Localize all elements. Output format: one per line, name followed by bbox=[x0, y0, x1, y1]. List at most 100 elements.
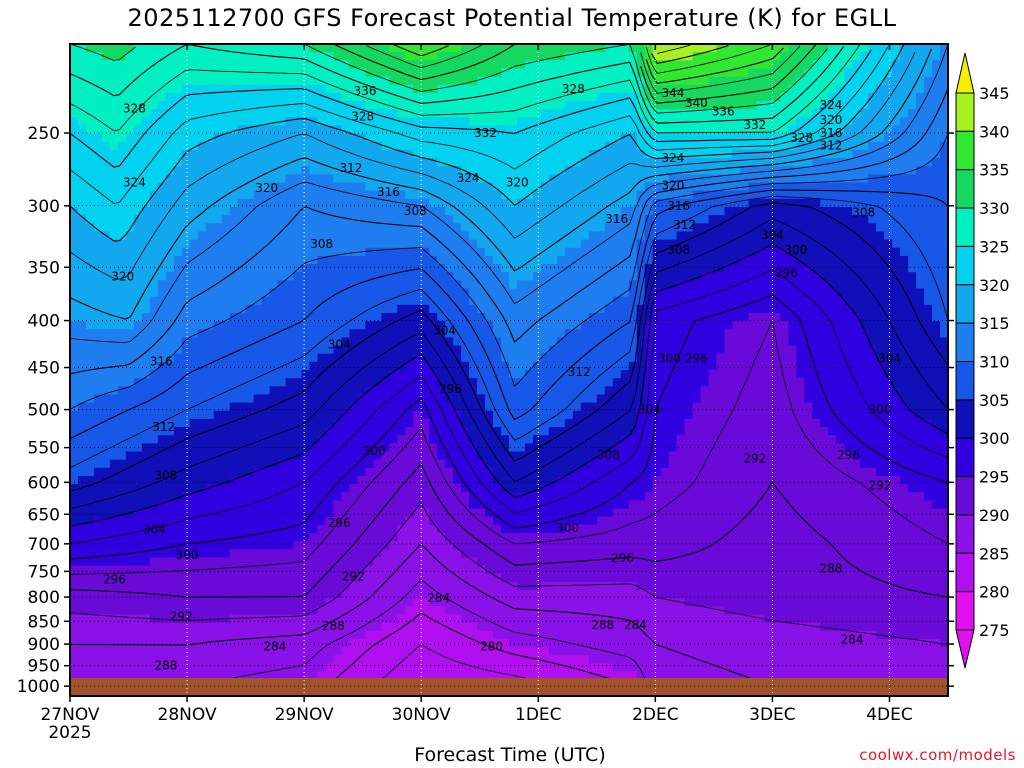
heatmap-cell bbox=[700, 296, 710, 306]
heatmap-cell bbox=[285, 386, 295, 396]
heatmap-cell bbox=[684, 166, 694, 175]
heatmap-cell bbox=[253, 215, 263, 224]
heatmap-cell bbox=[117, 174, 127, 184]
heatmap-cell bbox=[740, 272, 750, 281]
heatmap-cell bbox=[365, 321, 374, 330]
heatmap-cell bbox=[796, 158, 805, 167]
heatmap-cell bbox=[804, 182, 813, 192]
heatmap-cell bbox=[740, 247, 750, 257]
heatmap-cell bbox=[756, 117, 766, 127]
heatmap-cell bbox=[493, 207, 502, 216]
heatmap-cell bbox=[540, 361, 550, 371]
heatmap-cell bbox=[724, 207, 734, 216]
heatmap-cell bbox=[620, 133, 630, 143]
heatmap-cell bbox=[509, 109, 518, 118]
heatmap-cell bbox=[269, 345, 279, 355]
heatmap-cell bbox=[604, 378, 614, 387]
heatmap-cell bbox=[429, 215, 438, 224]
heatmap-cell bbox=[365, 378, 374, 387]
heatmap-cell bbox=[333, 117, 342, 127]
heatmap-cell bbox=[253, 166, 263, 175]
heatmap-cell bbox=[676, 174, 686, 184]
heatmap-cell bbox=[333, 182, 342, 192]
heatmap-cell bbox=[620, 280, 630, 290]
heatmap-cell bbox=[580, 272, 590, 281]
heatmap-cell bbox=[173, 109, 183, 118]
heatmap-cell bbox=[77, 158, 87, 167]
heatmap-cell bbox=[149, 272, 159, 281]
heatmap-cell bbox=[764, 321, 773, 330]
heatmap-cell bbox=[245, 68, 255, 78]
heatmap-cell bbox=[341, 223, 350, 233]
heatmap-cell bbox=[668, 84, 678, 94]
heatmap-cell bbox=[109, 304, 119, 314]
heatmap-cell bbox=[796, 288, 805, 298]
heatmap-cell bbox=[453, 321, 462, 330]
heatmap-cell bbox=[540, 52, 550, 61]
heatmap-cell bbox=[309, 60, 319, 70]
heatmap-cell bbox=[636, 92, 646, 102]
heatmap-cell bbox=[413, 190, 422, 200]
heatmap-cell bbox=[125, 370, 135, 379]
heatmap-cell bbox=[101, 166, 111, 175]
heatmap-cell bbox=[596, 166, 606, 175]
heatmap-cell bbox=[868, 402, 877, 412]
heatmap-cell bbox=[493, 394, 502, 404]
heatmap-cell bbox=[117, 76, 127, 86]
heatmap-cell bbox=[788, 198, 797, 208]
heatmap-cell bbox=[588, 76, 598, 86]
heatmap-cell bbox=[532, 337, 542, 347]
heatmap-cell bbox=[213, 198, 223, 208]
heatmap-cell bbox=[413, 255, 422, 265]
heatmap-cell bbox=[820, 117, 829, 127]
heatmap-cell bbox=[429, 386, 438, 396]
heatmap-cell bbox=[532, 272, 542, 281]
heatmap-cell bbox=[852, 239, 861, 249]
heatmap-cell bbox=[477, 361, 486, 371]
heatmap-cell bbox=[772, 109, 781, 118]
heatmap-cell bbox=[620, 125, 630, 135]
heatmap-cell bbox=[844, 149, 853, 159]
heatmap-cell bbox=[860, 239, 869, 249]
heatmap-cell bbox=[70, 207, 79, 216]
heatmap-cell bbox=[373, 182, 382, 192]
heatmap-cell bbox=[596, 125, 606, 135]
heatmap-cell bbox=[780, 125, 789, 135]
heatmap-cell bbox=[381, 386, 390, 396]
heatmap-cell bbox=[309, 166, 319, 175]
heatmap-cell bbox=[900, 149, 909, 159]
heatmap-cell bbox=[692, 215, 702, 224]
heatmap-cell bbox=[437, 109, 446, 118]
heatmap-cell bbox=[501, 158, 510, 167]
heatmap-cell bbox=[77, 101, 87, 110]
heatmap-cell bbox=[477, 239, 486, 249]
heatmap-cell bbox=[205, 76, 215, 86]
heatmap-cell bbox=[660, 141, 670, 151]
heatmap-cell bbox=[477, 321, 486, 330]
heatmap-cell bbox=[628, 117, 638, 127]
heatmap-cell bbox=[932, 133, 941, 143]
heatmap-cell bbox=[564, 264, 574, 273]
heatmap-cell bbox=[117, 239, 127, 249]
heatmap-cell bbox=[844, 402, 853, 412]
heatmap-cell bbox=[101, 378, 111, 387]
heatmap-cell bbox=[516, 101, 526, 110]
heatmap-cell bbox=[604, 239, 614, 249]
heatmap-cell bbox=[628, 174, 638, 184]
heatmap-cell bbox=[389, 133, 398, 143]
heatmap-cell bbox=[884, 247, 893, 257]
heatmap-cell bbox=[836, 223, 845, 233]
heatmap-cell bbox=[636, 215, 646, 224]
heatmap-cell bbox=[932, 272, 941, 281]
heatmap-cell bbox=[852, 361, 861, 371]
heatmap-cell bbox=[501, 378, 510, 387]
heatmap-cell bbox=[70, 149, 79, 159]
heatmap-cell bbox=[261, 84, 271, 94]
heatmap-cell bbox=[405, 272, 414, 281]
heatmap-cell bbox=[141, 410, 151, 420]
heatmap-cell bbox=[165, 101, 175, 110]
heatmap-cell bbox=[908, 337, 917, 347]
heatmap-cell bbox=[333, 361, 342, 371]
heatmap-cell bbox=[772, 174, 781, 184]
heatmap-cell bbox=[365, 231, 374, 241]
